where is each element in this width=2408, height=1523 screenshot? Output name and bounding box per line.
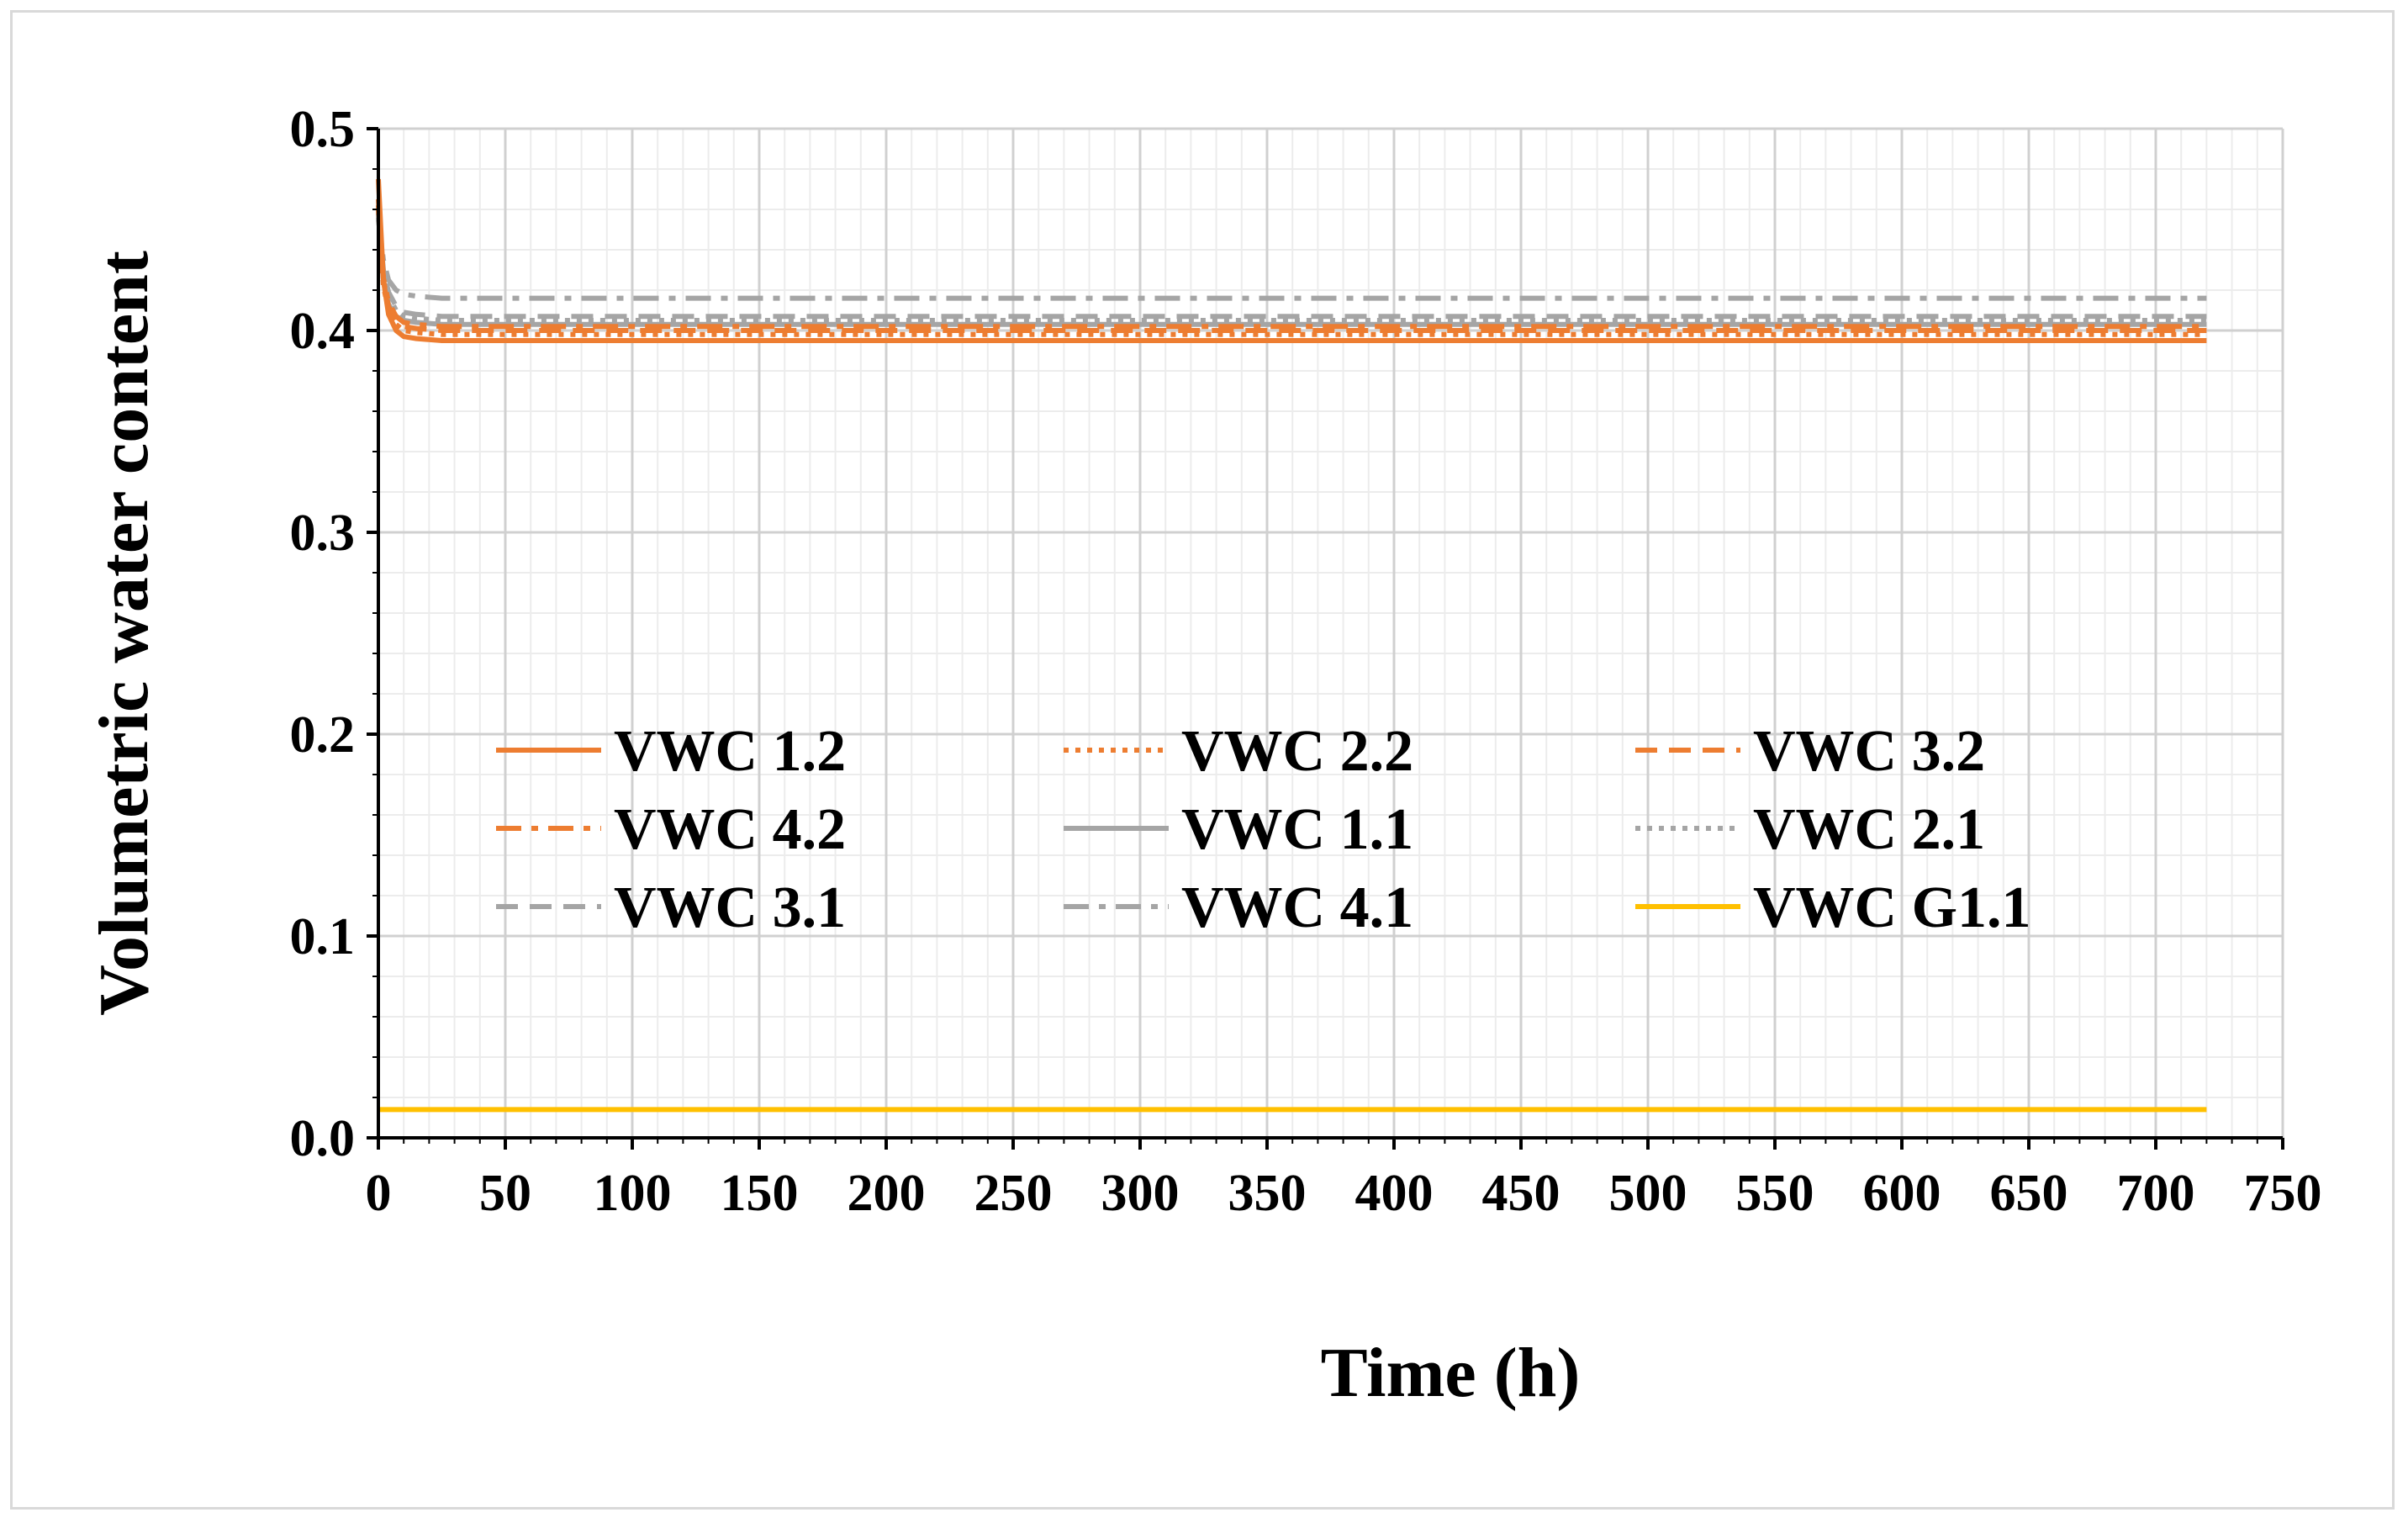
tick-labels: 0 50 100 150 200 250 300 350 400 450 500 550 600 650 7… <box>290 101 2322 1222</box>
x-tick-label: 100 <box>594 1165 672 1222</box>
series-line-vwc-2-2 <box>376 209 2207 337</box>
major-gridlines <box>378 127 2284 1138</box>
legend-label: VWC 4.2 <box>614 797 846 862</box>
x-axis-title: Time (h) <box>1321 1334 1581 1412</box>
axes <box>367 127 2284 1150</box>
x-tick-label: 200 <box>848 1165 926 1222</box>
y-axis-title: Volumetric water content <box>85 251 163 1016</box>
series-lines <box>376 178 2207 1113</box>
legend-label: VWC 1.2 <box>614 719 846 784</box>
x-tick-label: 700 <box>2117 1165 2195 1222</box>
y-tick-label: 0.1 <box>290 908 356 965</box>
x-tick-label: 650 <box>1990 1165 2068 1222</box>
x-tick-label: 250 <box>974 1165 1053 1222</box>
x-tick-label: 600 <box>1863 1165 1941 1222</box>
x-tick-label: 0 <box>366 1165 392 1222</box>
series-line-vwc-4-1 <box>376 219 2207 301</box>
x-tick-label: 350 <box>1228 1165 1307 1222</box>
line-chart: 0 50 100 150 200 250 300 350 400 450 500 550 600 650 7… <box>85 101 2322 1412</box>
x-tick-label: 50 <box>479 1165 531 1222</box>
legend-label: VWC 1.1 <box>1181 797 1413 862</box>
x-tick-label: 450 <box>1482 1165 1560 1222</box>
legend-label: VWC 4.1 <box>1181 875 1413 940</box>
y-tick-label: 0.4 <box>290 303 356 360</box>
x-tick-label: 150 <box>721 1165 799 1222</box>
x-tick-label: 500 <box>1609 1165 1687 1222</box>
legend-label: VWC G1.1 <box>1753 875 2031 940</box>
x-tick-label: 400 <box>1355 1165 1434 1222</box>
x-tick-label: 750 <box>2244 1165 2322 1222</box>
y-tick-label: 0.5 <box>290 101 356 158</box>
legend-label: VWC 2.1 <box>1753 797 1985 862</box>
y-tick-label: 0.0 <box>290 1110 356 1167</box>
y-tick-label: 0.3 <box>290 505 356 562</box>
legend-label: VWC 3.1 <box>614 875 846 940</box>
legend-label: VWC 2.2 <box>1181 719 1413 784</box>
legend-label: VWC 3.2 <box>1753 719 1985 784</box>
x-tick-label: 550 <box>1736 1165 1814 1222</box>
x-tick-label: 300 <box>1101 1165 1180 1222</box>
chart-frame: 0 50 100 150 200 250 300 350 400 450 500 550 600 650 7… <box>10 10 2395 1510</box>
series-line-vwc-1-2 <box>376 178 2207 343</box>
y-tick-label: 0.2 <box>290 706 356 764</box>
legend: VWC 1.2 VWC 2.2 VWC 3.2 VWC 4.2 VWC 1.1 VWC 2… <box>496 719 2031 940</box>
minor-gridlines <box>378 129 2283 1138</box>
